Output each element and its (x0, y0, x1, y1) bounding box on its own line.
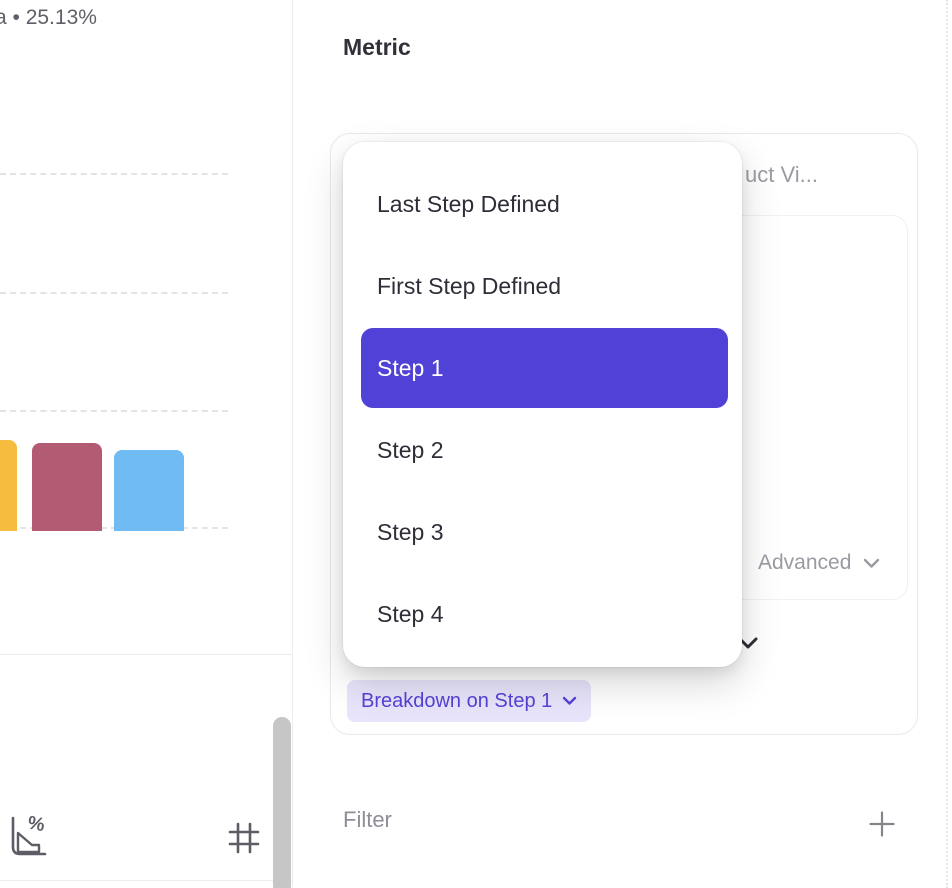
chart-gridline (0, 173, 228, 175)
breakdown-on-step-button[interactable]: Breakdown on Step 1 (347, 680, 592, 722)
chart-footer-divider (0, 654, 292, 655)
metric-section-title: Metric (343, 34, 411, 60)
menu-item-last-step-defined[interactable]: Last Step Defined (377, 190, 560, 217)
menu-item-first-step-defined[interactable]: First Step Defined (377, 272, 562, 299)
chevron-down-icon (562, 696, 577, 706)
chart-gridline (0, 410, 228, 412)
funnel-bar-2[interactable] (32, 443, 102, 531)
breakdown-label: Breakdown on Step 1 (361, 689, 553, 712)
conversion-percent-chart-icon[interactable]: % (5, 813, 51, 859)
hash-grid-icon[interactable] (224, 818, 264, 858)
step-select-dropdown: Last Step Defined First Step Defined Ste… (343, 142, 742, 667)
add-filter-button[interactable] (866, 808, 898, 840)
advanced-toggle[interactable]: Advanced (758, 551, 880, 575)
vertical-scrollbar[interactable] (273, 717, 291, 888)
panel-bottom-divider (0, 880, 292, 881)
metric-dropdown-chevron-icon[interactable] (737, 636, 759, 655)
chart-gridline (0, 292, 228, 294)
svg-text:%: % (26, 813, 46, 836)
menu-item-step-1[interactable]: Step 1 (361, 328, 728, 408)
menu-item-step-3[interactable]: Step 3 (377, 518, 444, 545)
chart-panel: a • 25.13% % (0, 0, 293, 888)
advanced-label: Advanced (758, 551, 852, 574)
chart-legend-text: a • 25.13% (0, 6, 97, 29)
panel-divider (292, 0, 293, 888)
menu-item-step-4[interactable]: Step 4 (377, 600, 444, 627)
funnel-bar-3[interactable] (114, 450, 184, 531)
event-title-truncated[interactable]: uct Vi... (745, 162, 818, 187)
adjacent-panel-edge (946, 0, 948, 888)
bar-chart (0, 0, 293, 531)
menu-item-step-2[interactable]: Step 2 (377, 436, 444, 463)
filter-section-title: Filter (343, 807, 392, 832)
funnel-bar-1[interactable] (0, 440, 17, 531)
chevron-down-icon (863, 558, 880, 569)
